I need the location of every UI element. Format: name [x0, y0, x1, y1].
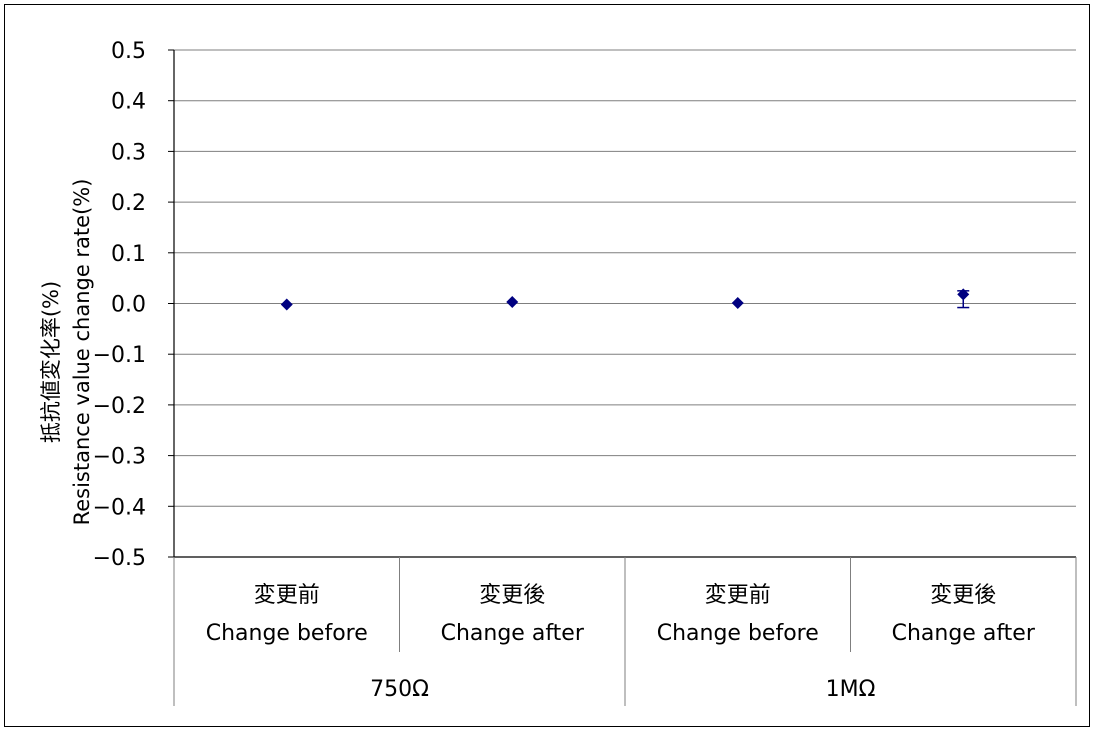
y-tick-labels: 0.5 0.4 0.3 0.2 0.1 0.0 −0.1 −0.2 −0.3 −0.4 −0.5 — [93, 39, 146, 571]
category-label-jp: 変更後 — [930, 583, 996, 608]
y-tick-label: 0.4 — [111, 90, 146, 115]
category-label-en: Change after — [892, 621, 1036, 646]
y-axis-title: 抵抗値変化率(%) Resistance value change rate(%… — [39, 179, 94, 526]
category-labels: 変更前 Change before 変更後 Change after 変更前 Change… — [206, 583, 1036, 646]
y-tick-label: −0.5 — [93, 546, 146, 571]
y-axis-title-en: Resistance value change rate(%) — [70, 179, 94, 526]
category-label-jp: 変更前 — [705, 583, 771, 608]
y-axis-title-jp: 抵抗値変化率(%) — [39, 281, 63, 443]
y-tick-label: 0.0 — [111, 293, 146, 318]
y-tick-label: −0.4 — [93, 495, 146, 520]
data-points — [280, 288, 970, 311]
y-tick-label: −0.1 — [93, 343, 146, 368]
y-tick-label: 0.1 — [111, 242, 146, 267]
category-label-en: Change after — [441, 621, 585, 646]
category-label-jp: 変更後 — [479, 583, 545, 608]
y-tick-label: 0.2 — [111, 191, 146, 216]
data-point — [280, 298, 293, 311]
data-point — [506, 295, 519, 308]
data-point — [957, 288, 970, 301]
group-label: 750Ω — [370, 677, 429, 702]
category-label-jp: 変更前 — [254, 583, 320, 608]
y-tick-label: −0.3 — [93, 445, 146, 470]
group-label: 1MΩ — [826, 677, 876, 702]
category-label-en: Change before — [206, 621, 368, 646]
group-labels: 750Ω 1MΩ — [370, 677, 875, 702]
chart-frame — [4, 4, 1090, 727]
y-tick-label: 0.5 — [111, 39, 146, 64]
category-label-en: Change before — [657, 621, 819, 646]
axes — [168, 49, 1077, 706]
y-tick-label: −0.2 — [93, 394, 146, 419]
gridlines — [174, 49, 1076, 558]
y-tick-label: 0.3 — [111, 140, 146, 165]
data-point — [731, 296, 744, 309]
